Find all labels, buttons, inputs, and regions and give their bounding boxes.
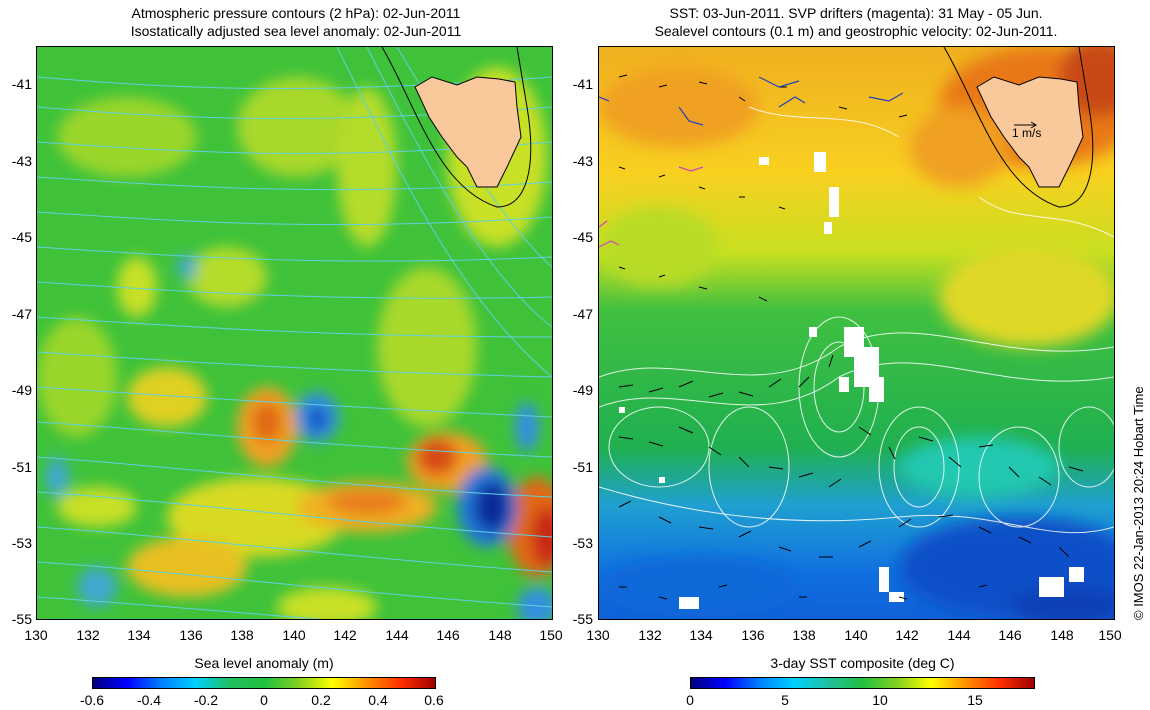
right-title-line1: SST: 03-Jun-2011. SVP drifters (magenta)…	[669, 5, 1043, 21]
right-title-line2: Sealevel contours (0.1 m) and geostrophi…	[654, 23, 1058, 39]
right-colorbar-title: 3-day SST composite (deg C)	[770, 655, 955, 671]
y-tick-label: -43	[11, 153, 32, 169]
x-tick-label: 130	[586, 627, 610, 643]
colorbar-tick: -0.2	[193, 692, 219, 708]
left-title-line1: Atmospheric pressure contours (2 hPa): 0…	[131, 5, 461, 21]
colorbar-tick: -0.4	[136, 692, 162, 708]
x-tick-label: 144	[385, 627, 409, 643]
colorbar-tick: -0.6	[79, 692, 105, 708]
y-tick-label: -53	[11, 535, 32, 551]
colorbar-tick: 0.4	[368, 692, 388, 708]
y-tick-label: -43	[572, 153, 593, 169]
tasmania-land	[414, 76, 522, 188]
velocity-scale-arrow	[1014, 121, 1037, 129]
colorbar-tick: 0.6	[424, 692, 444, 708]
x-tick-label: 146	[998, 627, 1022, 643]
x-tick-label: 144	[947, 627, 971, 643]
y-tick-label: -45	[572, 229, 593, 245]
colorbar-tick: 0.2	[311, 692, 331, 708]
y-tick-label: -49	[572, 382, 593, 398]
sst-colorbar	[690, 677, 1035, 689]
y-tick-label: -41	[572, 76, 593, 92]
y-tick-label: -41	[11, 76, 32, 92]
y-tick-label: -55	[11, 611, 32, 627]
x-tick-label: 146	[436, 627, 460, 643]
x-tick-label: 130	[24, 627, 48, 643]
x-tick-label: 142	[895, 627, 919, 643]
left-title-line2: Isostatically adjusted sea level anomaly…	[130, 23, 462, 39]
colorbar-tick: 5	[781, 692, 789, 708]
y-tick-label: -51	[572, 459, 593, 475]
x-tick-label: 150	[539, 627, 563, 643]
x-tick-label: 140	[844, 627, 868, 643]
y-tick-label: -47	[11, 306, 32, 322]
left-colorbar-title: Sea level anomaly (m)	[194, 655, 334, 671]
colorbar-tick: 15	[967, 692, 983, 708]
sea-level-anomaly-field	[37, 47, 552, 619]
x-tick-label: 134	[689, 627, 713, 643]
imos-credit: © IMOS 22-Jan-2013 20:24 Hobart Time	[1131, 386, 1146, 620]
x-tick-label: 134	[127, 627, 151, 643]
x-tick-label: 138	[792, 627, 816, 643]
velocity-scale-label: 1 m/s	[1012, 126, 1042, 140]
y-tick-label: -51	[11, 459, 32, 475]
x-tick-label: 138	[230, 627, 254, 643]
sea-level-colorbar	[92, 677, 436, 689]
x-tick-label: 136	[179, 627, 203, 643]
sst-field	[599, 47, 1114, 619]
y-tick-label: -45	[11, 229, 32, 245]
x-tick-label: 140	[282, 627, 306, 643]
x-tick-label: 148	[1050, 627, 1074, 643]
y-tick-label: -49	[11, 382, 32, 398]
cloud-mask	[619, 152, 1084, 609]
geostrophic-velocity-vectors	[618, 74, 1084, 600]
colorbar-tick: 10	[872, 692, 888, 708]
y-tick-label: -53	[572, 535, 593, 551]
y-tick-label: -47	[572, 306, 593, 322]
colorbar-tick: 0	[686, 692, 694, 708]
x-tick-label: 136	[741, 627, 765, 643]
colorbar-tick: 0	[260, 692, 268, 708]
x-tick-label: 142	[333, 627, 357, 643]
x-tick-label: 132	[76, 627, 100, 643]
x-tick-label: 150	[1098, 627, 1122, 643]
sst-map	[598, 46, 1115, 620]
y-tick-label: -55	[572, 611, 593, 627]
x-tick-label: 132	[638, 627, 662, 643]
x-tick-label: 148	[488, 627, 512, 643]
sea-level-anomaly-map	[36, 46, 553, 620]
